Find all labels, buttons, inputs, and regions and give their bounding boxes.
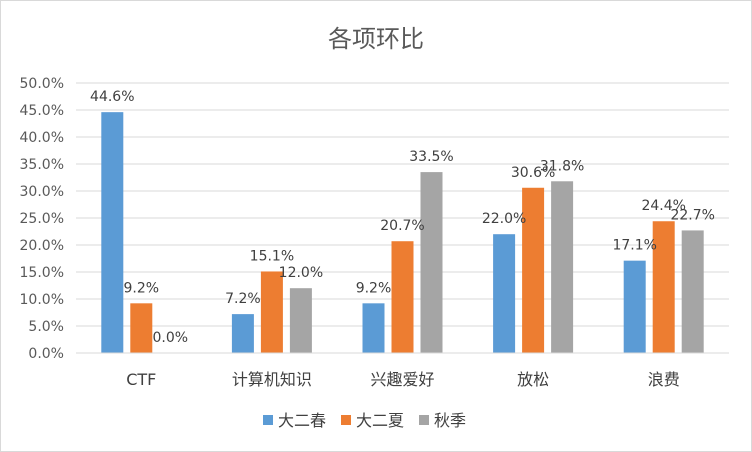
bar-秋季-放松: [551, 181, 574, 353]
data-label: 30.6%: [511, 165, 555, 181]
y-tick-label: 25.0%: [20, 211, 64, 227]
data-label: 12.0%: [279, 265, 323, 281]
data-label: 7.2%: [225, 291, 261, 307]
chart-title: 各项环比: [328, 25, 424, 53]
x-category-label: 兴趣爱好: [370, 370, 434, 389]
data-label: 44.6%: [90, 89, 134, 105]
legend-swatch: [419, 415, 429, 425]
x-axis: CTF 计算机知识 兴趣爱好 放松 浪费: [76, 352, 729, 389]
data-label: 24.4%: [641, 198, 685, 214]
y-tick-label: 50.0%: [20, 76, 64, 92]
data-label: 0.0%: [153, 330, 189, 346]
x-category-label: 浪费: [648, 370, 680, 389]
legend-label: 秋季: [434, 411, 466, 430]
bar-大二春-CTF: [101, 112, 124, 353]
legend: 大二春 大二夏 秋季: [263, 411, 466, 430]
bar-大二春-计算机知识: [231, 314, 254, 353]
bar-大二夏-浪费: [652, 221, 675, 353]
x-category-label: 放松: [517, 370, 549, 389]
legend-swatch: [263, 415, 273, 425]
bar-大二春-兴趣爱好: [362, 303, 385, 353]
bar-秋季-兴趣爱好: [420, 172, 443, 353]
data-label: 9.2%: [356, 280, 392, 296]
data-label: 22.0%: [482, 211, 526, 227]
data-label: 31.8%: [540, 158, 584, 174]
y-tick-label: 0.0%: [28, 346, 64, 362]
data-labels: 44.6% 9.2% 0.0% 7.2% 15.1%12.0% 9.2% 20.7% 33.5…: [90, 89, 715, 346]
bar-大二春-放松: [493, 234, 516, 353]
legend-label: 大二夏: [356, 411, 404, 430]
data-label: 33.5%: [409, 149, 453, 165]
bars: [101, 112, 704, 353]
bar-大二春-浪费: [623, 260, 646, 353]
y-tick-label: 35.0%: [20, 157, 64, 173]
bar-秋季-计算机知识: [289, 288, 312, 353]
legend-swatch: [341, 415, 351, 425]
data-label: 22.7%: [670, 207, 714, 223]
data-label: 9.2%: [124, 280, 160, 296]
y-tick-label: 40.0%: [20, 130, 64, 146]
bar-大二夏-放松: [522, 187, 545, 353]
data-label: 17.1%: [612, 238, 656, 254]
y-tick-label: 10.0%: [20, 292, 64, 308]
y-tick-label: 30.0%: [20, 184, 64, 200]
y-tick-label: 20.0%: [20, 238, 64, 254]
bar-大二夏-兴趣爱好: [391, 241, 414, 353]
bar-秋季-浪费: [681, 230, 704, 353]
data-label: 20.7%: [380, 218, 424, 234]
y-axis: 0.0% 5.0% 10.0% 15.0% 20.0% 25.0% 30.0% 35.0% 40…: [20, 76, 64, 362]
bar-大二夏-计算机知识: [260, 271, 283, 353]
data-label: 15.1%: [250, 248, 294, 264]
bar-大二夏-CTF: [130, 303, 153, 353]
y-tick-label: 45.0%: [20, 103, 64, 119]
x-category-label: 计算机知识: [232, 370, 312, 389]
y-tick-label: 15.0%: [20, 265, 64, 281]
x-category-label: CTF: [126, 370, 156, 389]
legend-label: 大二春: [278, 411, 326, 430]
y-tick-label: 5.0%: [28, 319, 64, 335]
